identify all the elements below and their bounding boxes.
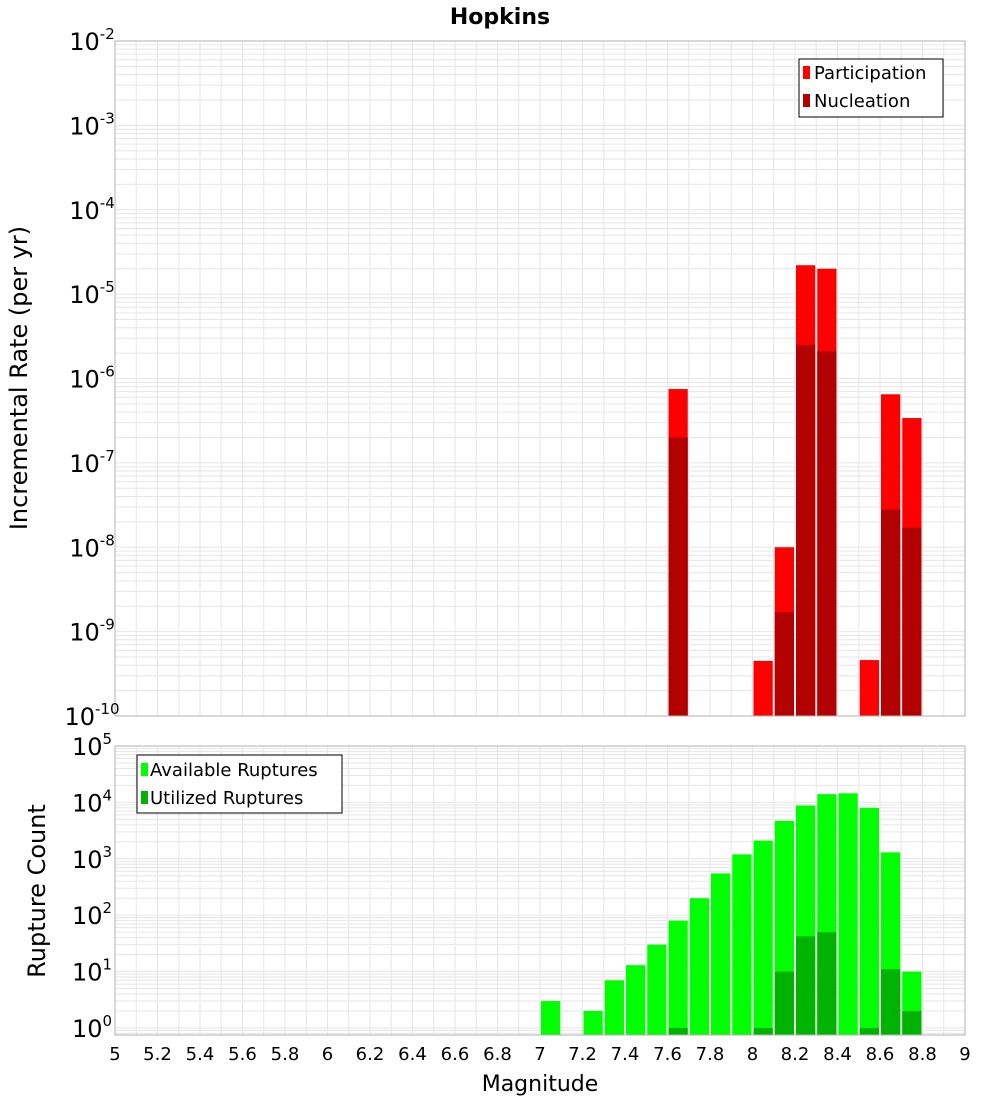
count-panel: 100 101 102 103 104 105 Rupture Count Availab… [23,730,966,1043]
available-legend-swatch [141,763,148,776]
y-tick-label: 10-6 [69,363,115,394]
y-tick-label: 103 [72,843,112,874]
x-tick-label: 6.2 [356,1044,385,1065]
available-bar [732,854,752,1035]
y-tick-label: 102 [72,899,112,930]
utilized-bar [668,1027,688,1035]
available-bar [668,920,688,1035]
utilized-bar [859,1027,879,1035]
nucleation-legend-label: Nucleation [814,91,910,112]
nucleation-legend-swatch [803,94,810,107]
nucleation-bar [902,527,922,716]
x-tick-label: 8.4 [823,1044,852,1065]
x-tick-label: 6.4 [398,1044,427,1065]
count-y-ticks: 100 101 102 103 104 105 [72,730,112,1043]
x-tick-labels: 5 5.2 5.4 5.6 5.8 6 6.2 6.4 6.6 6.8 7 7.2 7.4 7.6 7.8 8… [109,1044,970,1065]
y-tick-label: 10-2 [69,25,115,56]
y-tick-label: 10-10 [64,700,119,731]
utilized-bar [881,969,901,1035]
available-bar [647,944,667,1035]
nucleation-bar [774,612,794,716]
rate-grid [114,40,966,717]
participation-legend-swatch [803,66,810,79]
x-tick-label: 5 [109,1044,120,1065]
rate-legend: Participation Nucleation [798,58,944,118]
x-tick-label: 8 [747,1044,758,1065]
utilized-bar [774,971,794,1035]
utilized-bar [902,1010,922,1035]
y-tick-label: 10-4 [69,194,115,225]
y-tick-label: 10-7 [69,447,115,478]
nucleation-bar [796,344,816,716]
available-bar [626,965,646,1035]
rate-panel: 10-10 10-9 10-8 10-7 10-6 10-5 10-4 10-3 10-2 In… [5,25,966,731]
available-bar [689,898,709,1035]
rate-plot-frame [114,40,966,717]
x-tick-label: 7 [534,1044,545,1065]
y-tick-label: 101 [72,956,112,987]
available-bar [838,793,858,1035]
available-bar [753,840,773,1035]
participation-bar [859,660,879,716]
utilized-legend-label: Utilized Ruptures [150,788,303,809]
available-bar [859,807,879,1035]
utilized-legend-swatch [141,791,148,804]
nucleation-bar [668,437,688,716]
chart-title: Hopkins [450,5,550,30]
y-tick-label: 100 [72,1012,112,1043]
rate-legend-box [798,58,944,118]
x-axis-label: Magnitude [482,1072,599,1097]
x-tick-label: 5.2 [143,1044,172,1065]
nucleation-bar [881,509,901,716]
x-tick-label: 7.4 [611,1044,640,1065]
y-tick-label: 10-5 [69,278,115,309]
x-tick-label: 5.8 [271,1044,300,1065]
x-tick-label: 9 [959,1044,970,1065]
y-tick-label: 10-8 [69,531,115,562]
participation-bar [753,660,773,716]
x-tick-label: 7.2 [568,1044,597,1065]
count-bars [541,793,922,1035]
available-bar [583,1010,603,1035]
x-tick-label: 5.4 [186,1044,215,1065]
x-tick-label: 6.6 [441,1044,470,1065]
x-tick-label: 8.8 [908,1044,937,1065]
participation-legend-label: Participation [814,63,926,84]
count-y-axis-label: Rupture Count [23,804,51,978]
count-plot-frame [114,745,966,1036]
utilized-bar [753,1027,773,1035]
x-tick-label: 8.2 [781,1044,810,1065]
available-bar [604,980,624,1035]
available-bar [541,1001,561,1035]
y-tick-label: 10-3 [69,109,115,140]
utilized-bar [817,932,837,1035]
utilized-bar [796,936,816,1035]
y-tick-label: 10-9 [69,616,115,647]
rate-y-ticks: 10-10 10-9 10-8 10-7 10-6 10-5 10-4 10-3 10-2 [64,25,119,731]
count-legend: Available Ruptures Utilized Ruptures [136,754,343,814]
available-legend-label: Available Ruptures [150,760,318,781]
x-tick-label: 7.6 [653,1044,682,1065]
y-tick-label: 105 [72,730,112,761]
count-legend-box [136,754,343,814]
nucleation-bar [817,351,837,716]
rate-y-axis-label: Incremental Rate (per yr) [5,226,33,530]
x-tick-label: 6.8 [483,1044,512,1065]
available-bar [711,873,731,1035]
x-tick-label: 7.8 [696,1044,725,1065]
x-tick-label: 5.6 [228,1044,257,1065]
x-tick-label: 6 [322,1044,333,1065]
y-tick-label: 104 [72,786,112,817]
rate-bars [668,265,922,716]
x-tick-label: 8.6 [866,1044,895,1065]
